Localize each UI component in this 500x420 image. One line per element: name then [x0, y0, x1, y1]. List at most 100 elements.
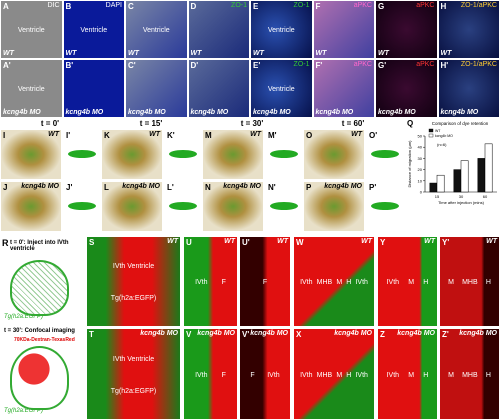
stain-label: aPKC — [353, 61, 372, 68]
genotype-label: kcng4b MO — [378, 109, 416, 116]
panel-label: Z' — [442, 330, 449, 339]
panel: Y IVth M H WT — [377, 236, 438, 327]
panel-notes: M MHB H — [444, 251, 495, 314]
region-label: IVth Ventricle — [112, 263, 155, 271]
genotype-label: WT — [128, 50, 139, 57]
stain-label: ZO-1 — [293, 2, 310, 9]
panel-label: M — [205, 131, 212, 140]
genotype-label: WT — [253, 50, 264, 57]
stain-label: aPKC — [353, 2, 372, 9]
panel: F' aPKC kcng4b MO — [312, 59, 375, 118]
x-tick-label: 60 — [483, 194, 488, 199]
dye-label: 70KDa-Dextran-TexasRed — [14, 337, 75, 343]
bar — [429, 182, 438, 193]
x-axis-label: Time after injection (mins) — [438, 200, 485, 205]
panel-label: E' — [253, 61, 261, 70]
panel: U IVth F WT — [183, 236, 238, 327]
panel: E ZO-1 Ventricle WT — [250, 0, 313, 59]
panel-notes: M MHB H — [444, 343, 495, 407]
genotype-label: kcng4b MO — [440, 109, 479, 116]
region-label: M — [336, 371, 343, 379]
chart-title: Comparison of dye retention — [432, 121, 489, 126]
stain-label: ZO-1/aPKC — [460, 2, 497, 9]
region-label: H — [423, 371, 429, 379]
panel-label: D — [190, 2, 197, 11]
panel-label: O — [306, 131, 313, 140]
y-tick-label: 20 — [418, 167, 423, 172]
genotype-label: kcng4b MO — [250, 330, 288, 337]
region-label: H — [485, 371, 491, 379]
legend-swatch — [428, 128, 434, 133]
step-label: t = 30': Confocal imaging — [4, 328, 75, 334]
panel-notes: IVth MHB M H IVth — [298, 251, 370, 314]
genotype-label: WT — [167, 238, 178, 245]
genotype-label: WT — [250, 131, 261, 138]
panel-label: S — [89, 238, 95, 247]
y-tick-label: 50 — [418, 134, 423, 139]
panel-label: N' — [268, 183, 276, 192]
panel-notes: Ventricle — [5, 15, 58, 46]
panel: E' ZO-1 Ventricle kcng4b MO — [250, 59, 313, 118]
stain-label: aPKC — [416, 61, 435, 68]
panel: P' — [366, 181, 403, 232]
region-label: IVth — [386, 371, 400, 379]
region-label: H — [346, 279, 352, 286]
panel-notes: Ventricle — [5, 74, 58, 105]
genotype-label: WT — [315, 50, 327, 57]
panel: K WT — [101, 129, 163, 180]
bar — [477, 158, 486, 193]
panel-label: Z — [380, 330, 385, 339]
y-tick-label: 0 — [420, 190, 423, 195]
fish — [371, 202, 399, 210]
legend-label: kcng4b MO — [435, 134, 453, 138]
y-axis-label: Distance of migration (µm) — [407, 140, 412, 188]
genotype-label: WT — [65, 50, 77, 57]
region-label: MHB — [462, 279, 478, 286]
panel-notes: Ventricle — [255, 74, 308, 105]
genotype-label: WT — [3, 50, 14, 57]
y-tick-label: 40 — [418, 145, 423, 150]
chart: Q Comparison of dye retention (n=6) 0 10 20 30… — [407, 119, 497, 205]
step-label: t = 0': Inject into IVth ventricle — [10, 240, 69, 252]
region-label: Ventricle — [267, 86, 295, 93]
genotype-label: WT — [424, 238, 435, 245]
region-label: H — [346, 371, 352, 379]
panel-label: W — [296, 238, 304, 247]
panel: J' — [63, 181, 100, 232]
bar — [453, 169, 462, 193]
panel-label: Y — [380, 238, 386, 247]
genotype-label: WT — [351, 131, 362, 138]
fish — [68, 202, 96, 210]
panel-label: P — [306, 183, 312, 192]
stain-label: ZO-1/aPKC — [460, 61, 497, 68]
panel-label: X — [296, 330, 302, 339]
legend-label: WT — [435, 129, 441, 133]
panel-label: I' — [66, 131, 71, 140]
embryo — [10, 346, 69, 410]
genotype-label: kcng4b MO — [253, 109, 291, 116]
line-label: Tg(h2a:EGFP) — [4, 408, 44, 414]
genotype-label: kcng4b MO — [324, 183, 362, 190]
panel-label: P' — [369, 183, 377, 192]
panel-label: G' — [378, 61, 387, 70]
genotype-label: kcng4b MO — [21, 183, 59, 190]
region-label: H — [423, 279, 429, 286]
region-label: IVth — [300, 279, 313, 286]
genotype-label: kcng4b MO — [223, 183, 261, 190]
panel: K' — [164, 129, 201, 180]
region-label: IVth — [355, 279, 368, 286]
panel-label: G — [378, 2, 385, 11]
panel-label: U — [186, 238, 192, 247]
region-label: F — [250, 371, 255, 379]
genotype-label: WT — [277, 238, 288, 245]
panel-label: H' — [440, 61, 449, 70]
fish — [371, 150, 399, 158]
panel-label: L' — [167, 183, 174, 192]
bar — [460, 160, 469, 193]
bar — [484, 143, 493, 193]
genotype-label: WT — [486, 238, 497, 245]
